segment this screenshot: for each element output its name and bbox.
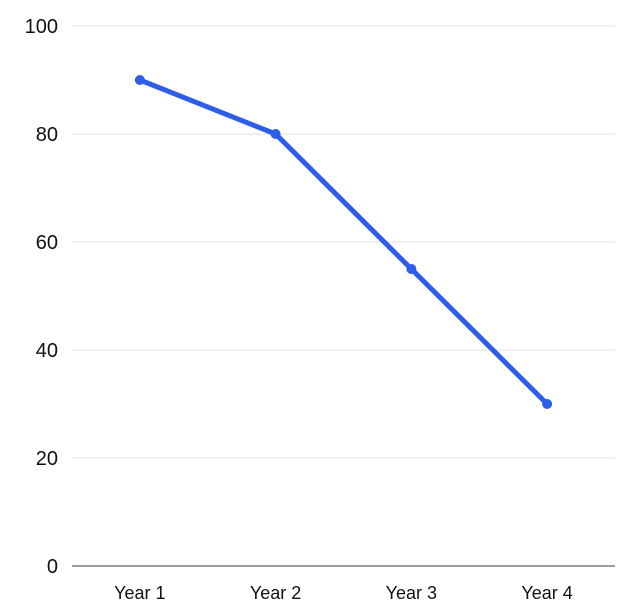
data-line [137, 77, 550, 407]
x-tick-label: Year 2 [250, 583, 301, 603]
x-tick-label: Year 1 [114, 583, 165, 603]
y-tick-label: 80 [36, 124, 58, 146]
y-tick-label: 20 [36, 448, 58, 470]
x-tick-label: Year 4 [521, 583, 572, 603]
data-point [542, 399, 553, 409]
y-tick-label: 60 [36, 232, 58, 254]
y-tick-label: 40 [36, 340, 58, 362]
data-point [134, 75, 145, 85]
x-tick-label: Year 3 [386, 583, 437, 603]
y-tick-label: 0 [47, 556, 58, 578]
data-point [270, 129, 281, 139]
data-point [406, 264, 417, 274]
y-tick-label: 100 [25, 16, 58, 38]
